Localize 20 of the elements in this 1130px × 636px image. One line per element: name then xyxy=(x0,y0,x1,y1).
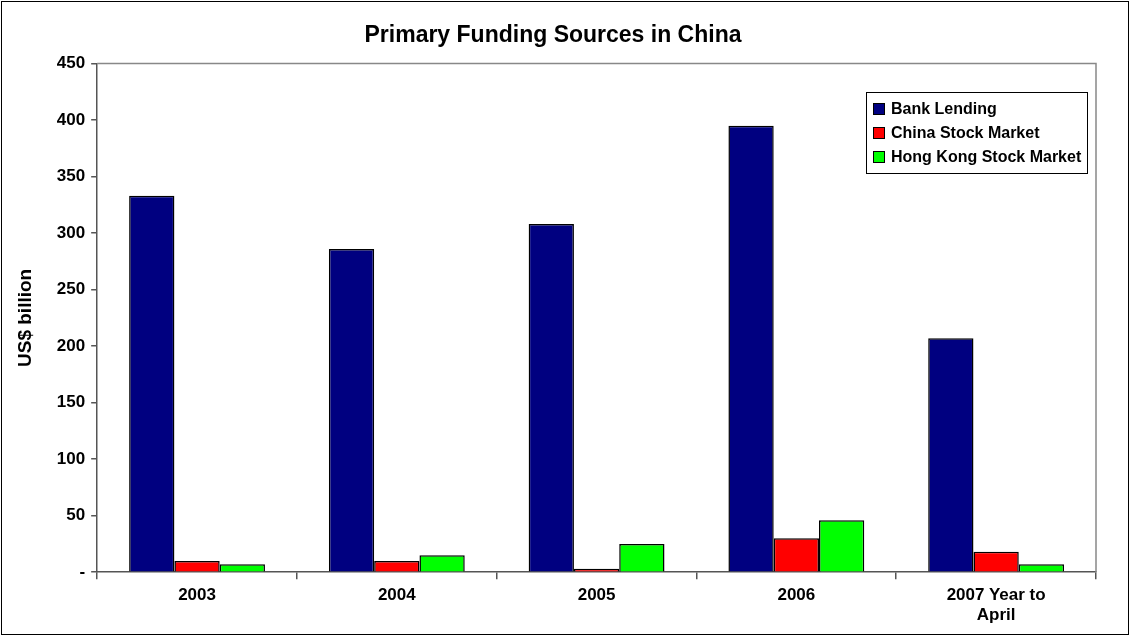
y-tick-label: 350 xyxy=(56,166,86,186)
y-tick-label: 200 xyxy=(56,335,86,355)
y-tick-label: - xyxy=(79,561,86,581)
legend-label: Hong Kong Stock Market xyxy=(891,147,1082,166)
y-tick-label: 50 xyxy=(66,505,86,525)
y-tick-label: 250 xyxy=(56,279,86,299)
legend-label: China Stock Market xyxy=(891,123,1040,142)
y-tick-label: 400 xyxy=(56,109,86,129)
y-tick-label: 450 xyxy=(56,53,86,73)
x-tick-label: 2003 xyxy=(178,585,216,605)
x-tick-label: 2005 xyxy=(577,585,616,605)
x-tick-label: 2004 xyxy=(377,585,417,605)
x-tick-label: 2006 xyxy=(777,585,816,605)
y-tick-label: 150 xyxy=(56,392,86,412)
chart-title: Primary Funding Sources in China xyxy=(364,21,742,48)
y-tick-label: 300 xyxy=(56,222,86,242)
y-tick-label: 100 xyxy=(56,448,86,468)
legend-label: Bank Lending xyxy=(891,99,997,118)
x-tick-label: 2007 Year to April xyxy=(946,585,1046,625)
y-axis-title: US$ billion xyxy=(13,268,35,367)
